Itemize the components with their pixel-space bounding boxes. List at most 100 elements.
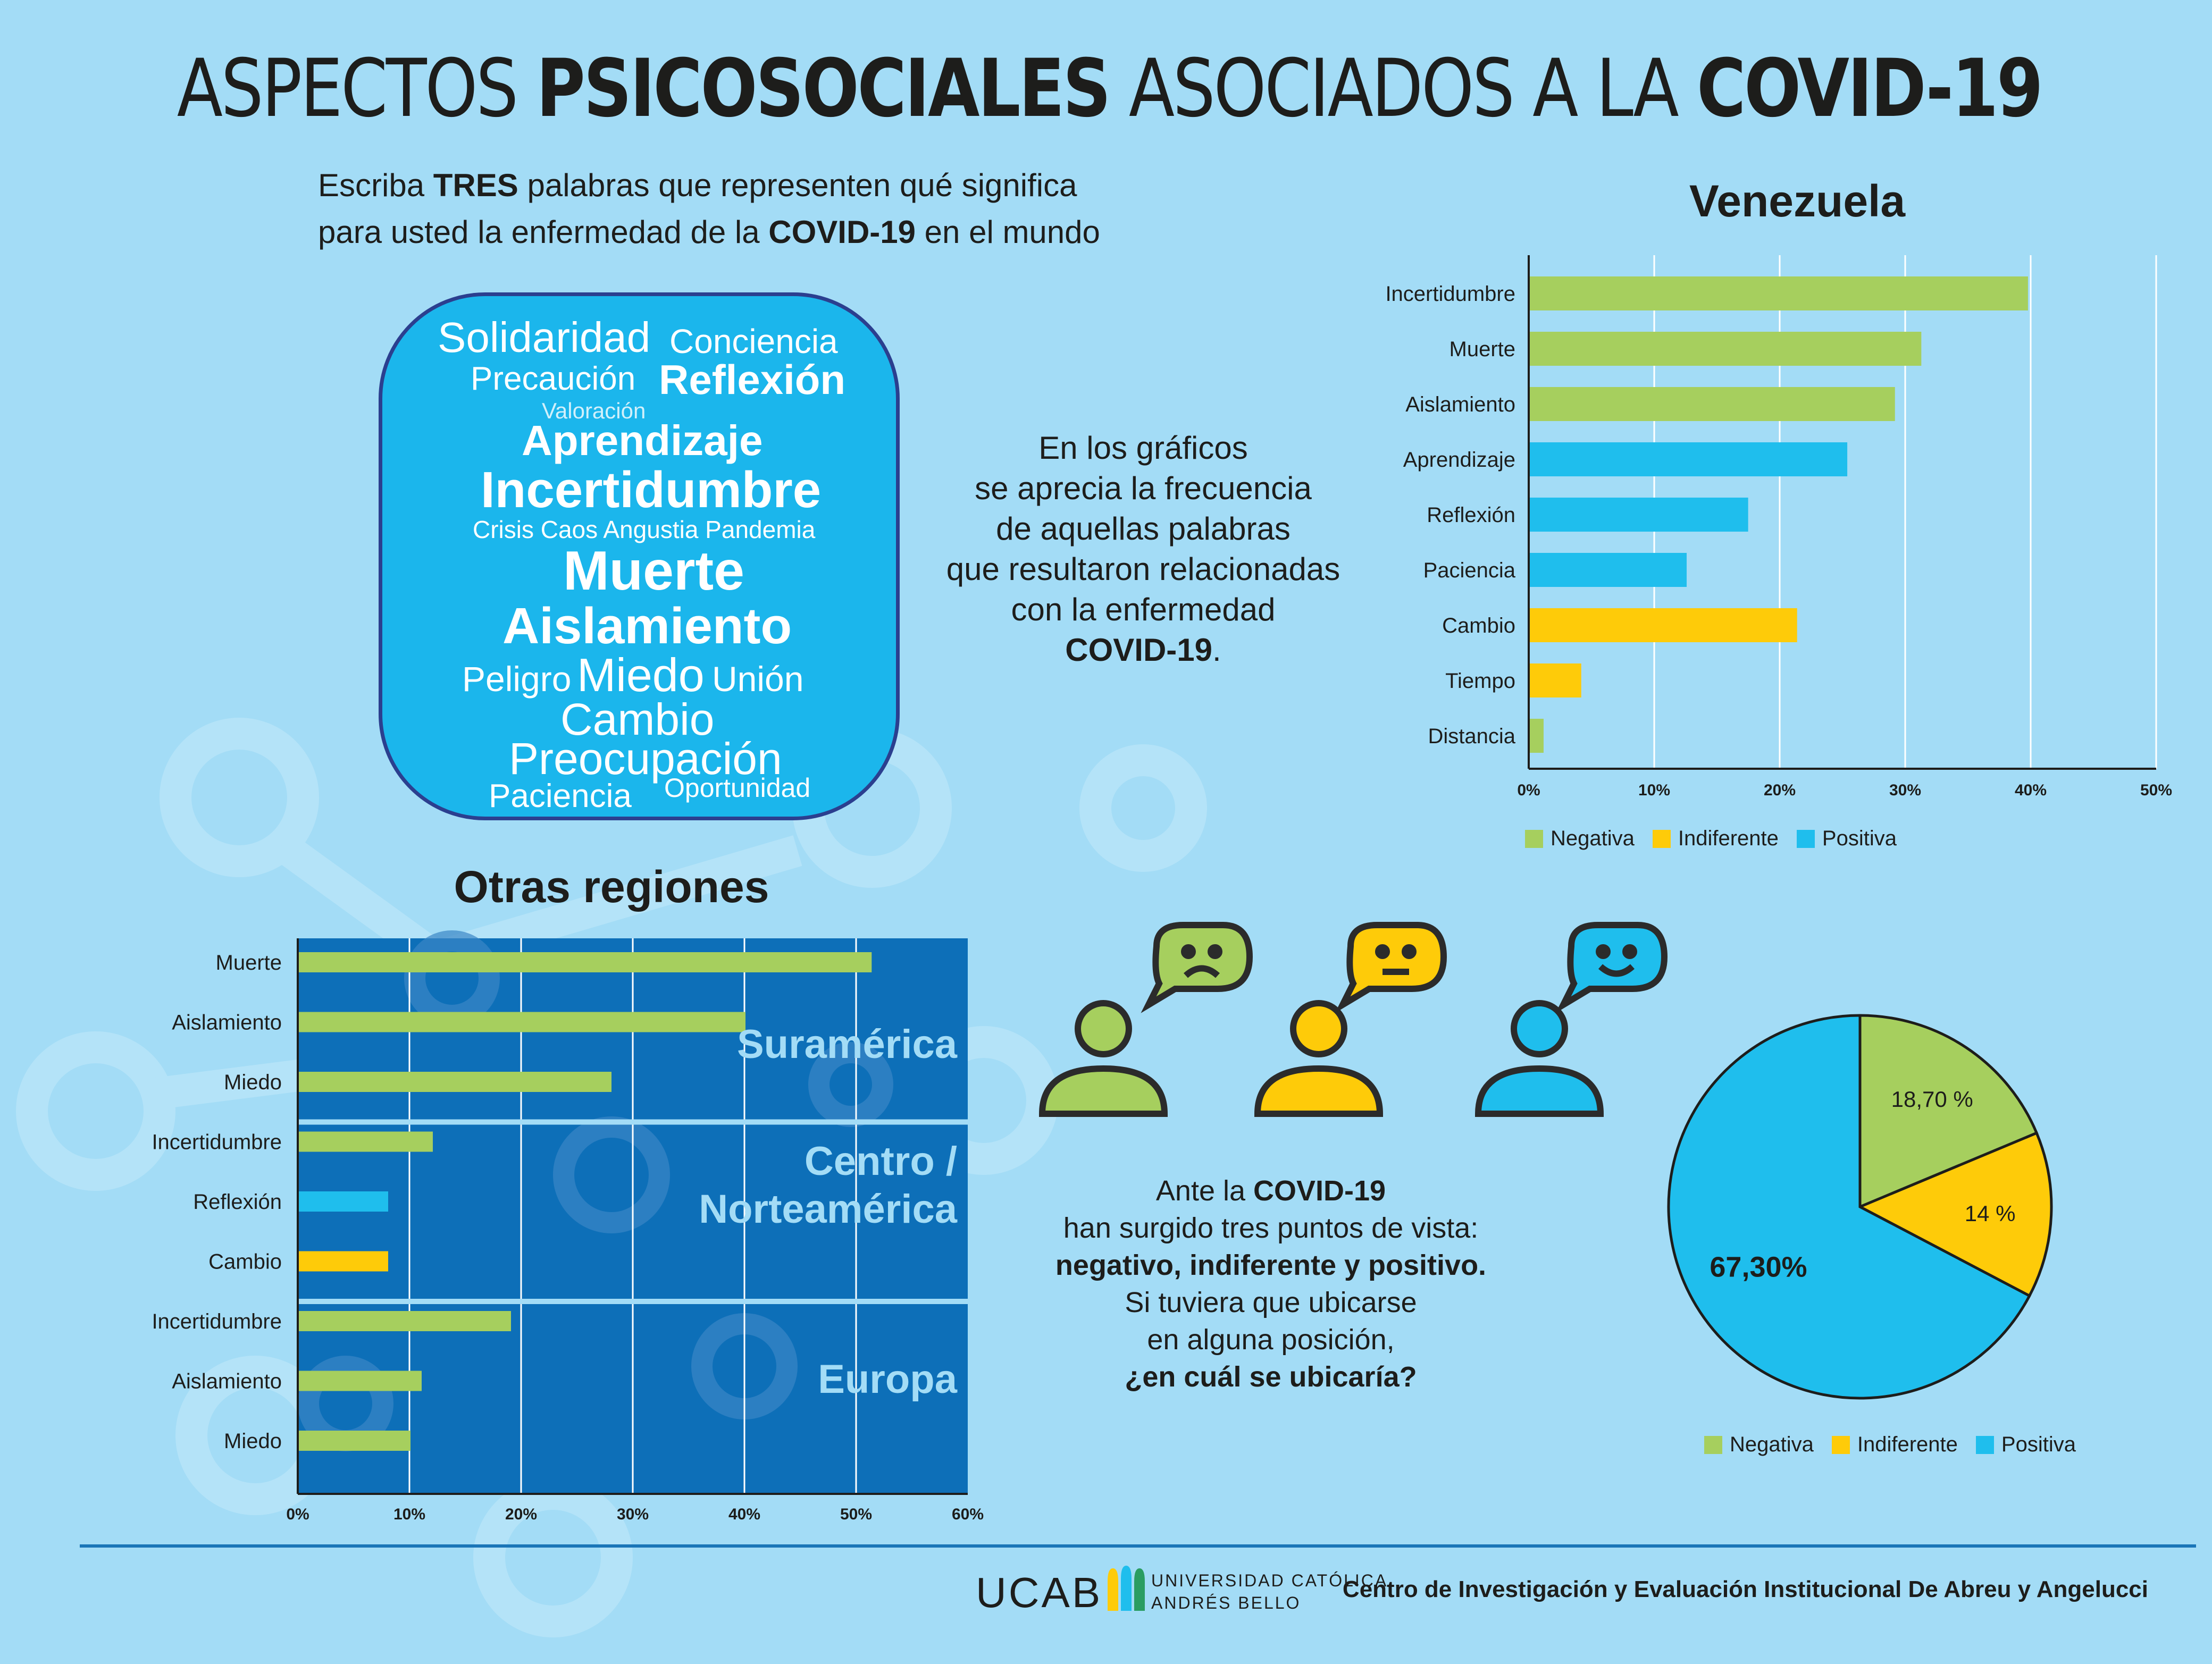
bar — [299, 1012, 745, 1032]
bar — [1530, 387, 1895, 421]
decorative-circle — [553, 1116, 670, 1233]
cloud-word: Conciencia — [669, 322, 838, 360]
legend-item-negativa: Negativa — [1704, 1433, 1814, 1457]
bar — [1530, 719, 1544, 753]
venezuela-chart-title: Venezuela — [1689, 176, 1906, 226]
region-group-label: Norteamérica — [699, 1187, 958, 1232]
happy-face-bubble-icon — [1555, 922, 1668, 1013]
cloud-word: Valoración — [542, 398, 646, 423]
legend-swatch — [1831, 1435, 1850, 1454]
bar — [299, 1131, 433, 1152]
region-group-label: Centro / — [805, 1139, 957, 1184]
page-title: ASPECTOS PSICOSOCIALES ASOCIADOS A LA CO… — [177, 43, 2043, 135]
pie-slice — [1858, 1014, 2039, 1209]
university-name: UNIVERSIDAD CATÓLICA ANDRÉS BELLO — [1151, 1571, 1388, 1612]
legend-swatch — [1652, 829, 1671, 848]
cloud-word: Crisis Caos Angustia Pandemia — [473, 516, 816, 543]
category-label: Aislamiento — [172, 1011, 282, 1035]
category-label: Incertidumbre — [1385, 282, 1515, 306]
bar — [299, 1311, 511, 1331]
category-label: Distancia — [1428, 725, 1515, 748]
category-label: Cambio — [208, 1250, 282, 1274]
legend-item-negativa: Negativa — [1525, 827, 1635, 851]
cloud-word: Reflexión — [659, 356, 846, 403]
legend-swatch — [1525, 829, 1543, 848]
viewpoint-question: Ante la COVID-19 han surgido tres puntos… — [1055, 1175, 1487, 1393]
x-tick-label: 10% — [393, 1506, 425, 1523]
legend-swatch — [1704, 1435, 1722, 1454]
x-tick-label: 0% — [286, 1506, 309, 1523]
bar — [1530, 608, 1797, 642]
x-tick-label: 0% — [1517, 781, 1540, 799]
x-tick-label: 30% — [1889, 781, 1921, 799]
cloud-word: Unión — [712, 659, 804, 699]
negative-person-icon — [1038, 922, 1253, 1117]
positive-person-icon — [1474, 922, 1668, 1117]
category-label: Muerte — [1449, 338, 1516, 361]
category-label: Miedo — [224, 1430, 282, 1453]
pie-slice — [1667, 1014, 2032, 1400]
category-label: Aislamiento — [1405, 393, 1515, 416]
x-tick-label: 40% — [2015, 781, 2047, 799]
category-label: Paciencia — [1423, 559, 1516, 582]
bar — [299, 1191, 388, 1212]
bar — [299, 1072, 611, 1092]
cloud-word: Peligro — [462, 659, 572, 699]
category-label: Incertidumbre — [152, 1131, 282, 1154]
cloud-word: Oportunidad — [664, 773, 811, 803]
pie-value-label: 67,30% — [1710, 1251, 1807, 1283]
research-center-name: Centro de Investigación y Evaluación Ins… — [1342, 1576, 2148, 1602]
category-label: Aislamiento — [172, 1370, 282, 1393]
legend-item-indiferente: Indiferente — [1652, 827, 1779, 851]
category-label: Miedo — [224, 1071, 282, 1094]
category-label: Tiempo — [1445, 669, 1515, 693]
cloud-word: Solidaridad — [438, 314, 651, 361]
x-tick-label: 10% — [1638, 781, 1670, 799]
cloud-word: Incertidumbre — [481, 461, 822, 518]
bar — [1530, 332, 1922, 366]
cloud-word: Paciencia — [489, 778, 632, 814]
venezuela-legend: Negativa Indiferente Positiva — [1525, 827, 1897, 851]
bar — [299, 1251, 388, 1272]
cloud-word: Muerte — [563, 540, 744, 602]
cloud-word: Precaución — [471, 360, 636, 397]
bar — [1530, 442, 1848, 476]
ucab-candles-icon — [1108, 1566, 1145, 1611]
cloud-word: Aprendizaje — [522, 417, 763, 464]
neutral-person-icon — [1254, 922, 1447, 1117]
viewpoint-icons — [1038, 922, 1668, 1117]
viewpoint-pie-chart: 18,70 % 14 % 67,30% — [1667, 1014, 2053, 1400]
pie-value-label: 18,70 % — [1891, 1087, 1973, 1112]
legend-swatch — [1796, 829, 1815, 848]
cloud-word: Preocupación — [509, 734, 782, 784]
bar — [299, 1371, 422, 1391]
chart-explanation: En los gráficos se aprecia la frecuencia d… — [946, 430, 1340, 668]
x-tick-label: 60% — [952, 1506, 984, 1523]
bar — [1530, 663, 1581, 697]
bar — [1530, 498, 1748, 532]
x-tick-label: 40% — [728, 1506, 760, 1523]
cloud-word: Cambio — [560, 694, 715, 744]
sad-face-bubble-icon — [1141, 922, 1253, 1013]
regions-bar-chart: 0% 10% 20% 30% 40% 50% 60% Muerte Aislamiento Mie… — [152, 930, 984, 1523]
x-tick-label: 20% — [505, 1506, 537, 1523]
pie-value-label: 14 % — [1965, 1201, 2016, 1226]
category-label: Incertidumbre — [152, 1310, 282, 1333]
legend-item-positiva: Positiva — [1975, 1433, 2076, 1457]
pie-slice — [1857, 1131, 2053, 1298]
legend-item-indiferente: Indiferente — [1831, 1433, 1958, 1457]
legend-item-positiva: Positiva — [1796, 827, 1897, 851]
cloud-word: Aislamiento — [502, 598, 792, 654]
x-tick-label: 50% — [2140, 781, 2172, 799]
neutral-face-bubble-icon — [1335, 922, 1447, 1013]
venezuela-bar-chart: 0% 10% 20% 30% 40% 50% Incertidumbre Muerte Aisl… — [1385, 255, 2172, 799]
word-cloud: Solidaridad Conciencia Precaución Reflex… — [379, 292, 900, 820]
x-tick-label: 30% — [617, 1506, 649, 1523]
regions-chart-title: Otras regiones — [454, 862, 769, 912]
category-label: Reflexión — [1427, 503, 1515, 527]
region-group-label: Suramérica — [737, 1022, 958, 1067]
survey-question: Escriba TRES palabras que representen qu… — [318, 167, 1100, 250]
category-label: Muerte — [216, 951, 282, 974]
region-group-label: Europa — [818, 1357, 958, 1402]
pie-legend: Negativa Indiferente Positiva — [1704, 1433, 2076, 1457]
